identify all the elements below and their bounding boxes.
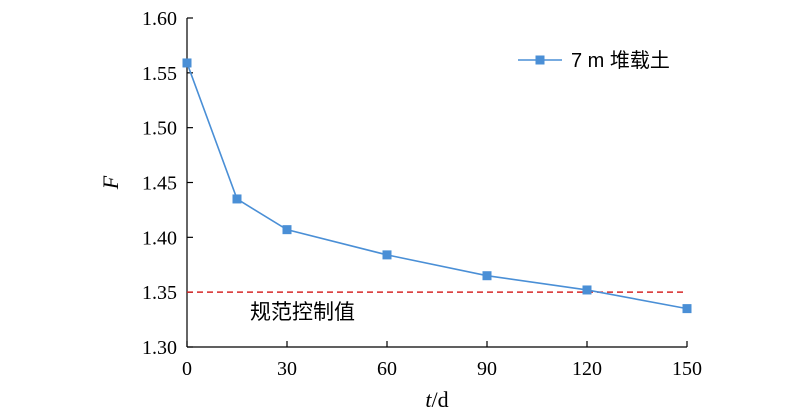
y-axis-title: F (98, 175, 123, 190)
data-point (182, 58, 192, 68)
x-axis-title-variable: t (425, 387, 432, 412)
data-point (282, 225, 292, 235)
y-tick-label: 1.45 (142, 173, 177, 195)
series-line (186, 62, 688, 310)
data-point (682, 304, 692, 314)
data-point (582, 285, 592, 295)
legend-swatch-marker (535, 55, 545, 65)
x-axis-title: t/d (425, 387, 448, 412)
series-group (182, 58, 692, 314)
y-tick-label: 1.35 (142, 282, 177, 304)
y-tick-label: 1.30 (142, 337, 177, 359)
reference-line-group: 规范控制值 (187, 291, 687, 324)
data-point (482, 271, 492, 281)
x-tick-label: 60 (377, 358, 397, 380)
y-tick-label: 1.40 (142, 227, 177, 249)
x-tick-label: 30 (277, 358, 297, 380)
x-tick-label: 120 (572, 358, 602, 380)
data-point (382, 250, 392, 260)
axis-labels: Ft/d (98, 175, 449, 412)
y-tick-label: 1.55 (142, 63, 177, 85)
x-tick-label: 0 (182, 358, 192, 380)
legend: 7 m 堆载土 (518, 49, 670, 72)
axes: 1.30 1.35 1.40 1.45 1.50 1.55 1.60 0 30 60 90 120 15… (142, 8, 702, 380)
data-point (232, 194, 242, 204)
legend-label: 7 m 堆载土 (571, 49, 670, 72)
y-tick-label: 1.50 (142, 118, 177, 140)
x-axis-title-unit: /d (432, 387, 449, 412)
y-tick-label: 1.60 (142, 8, 177, 30)
x-tick-label: 90 (477, 358, 497, 380)
reference-line-label: 规范控制值 (250, 300, 355, 324)
x-tick-label: 150 (672, 358, 702, 380)
